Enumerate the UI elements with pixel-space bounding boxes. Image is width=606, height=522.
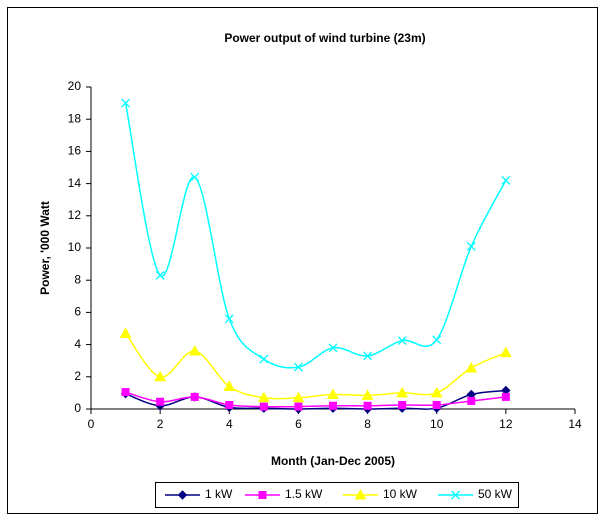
x-tick-label: 2 (157, 417, 164, 431)
legend-label: 1.5 kW (285, 487, 323, 501)
data-point (188, 345, 201, 356)
data-point (225, 400, 234, 409)
y-tick-label: 0 (74, 401, 81, 415)
y-tick-label: 12 (68, 208, 82, 222)
data-point (432, 335, 442, 345)
data-point (156, 397, 165, 406)
data-point (119, 327, 132, 338)
data-point (500, 346, 512, 358)
data-point (190, 392, 199, 401)
data-point (155, 270, 165, 280)
legend-label: 50 kW (478, 487, 513, 501)
data-point (466, 241, 476, 251)
y-tick-label: 4 (74, 337, 81, 351)
x-tick-label: 6 (295, 417, 302, 431)
data-point (259, 402, 268, 411)
x-tick-label: 12 (499, 417, 513, 431)
data-point (224, 314, 234, 324)
y-axis-label: Power, '000 Watt (38, 201, 52, 295)
data-point (465, 361, 478, 373)
data-point (396, 386, 408, 398)
data-point (363, 401, 372, 410)
y-tick-label: 8 (74, 272, 81, 286)
data-point (501, 175, 511, 185)
data-point (397, 336, 407, 346)
legend-marker (258, 491, 267, 499)
y-tick-label: 10 (68, 240, 82, 254)
y-tick-label: 16 (68, 144, 82, 158)
legend-marker (177, 490, 188, 500)
x-axis-label: Month (Jan-Dec 2005) (271, 454, 395, 468)
legend-marker (451, 490, 460, 500)
y-tick-label: 2 (74, 369, 81, 383)
data-point (398, 400, 407, 409)
x-tick-label: 4 (226, 417, 233, 431)
data-point (190, 172, 200, 182)
data-point (154, 370, 166, 382)
data-point (223, 380, 236, 391)
data-point (327, 388, 339, 400)
data-point (121, 98, 131, 108)
y-tick-label: 18 (68, 111, 82, 125)
data-point (467, 396, 476, 405)
data-point (363, 351, 373, 361)
data-point (501, 392, 510, 401)
y-tick-label: 20 (68, 79, 82, 93)
x-tick-label: 10 (430, 417, 444, 431)
data-point (121, 388, 130, 397)
y-tick-label: 6 (74, 305, 81, 319)
chart-border (7, 7, 598, 514)
data-point (259, 354, 269, 364)
data-point (293, 362, 303, 372)
y-tick-label: 14 (68, 176, 82, 190)
data-point (329, 401, 337, 410)
data-point (292, 391, 305, 403)
x-tick-label: 14 (568, 417, 582, 431)
data-point (430, 386, 443, 398)
data-point (258, 391, 270, 403)
x-tick-label: 0 (88, 417, 95, 431)
data-point (361, 389, 374, 400)
data-point (328, 343, 338, 353)
legend-label: 1 kW (205, 487, 233, 501)
data-point (294, 402, 303, 411)
chart-title: Power output of wind turbine (23m) (224, 31, 425, 45)
legend-label: 10 kW (383, 487, 418, 501)
data-point (432, 400, 441, 409)
legend-marker (354, 488, 367, 500)
x-tick-label: 8 (364, 417, 371, 431)
